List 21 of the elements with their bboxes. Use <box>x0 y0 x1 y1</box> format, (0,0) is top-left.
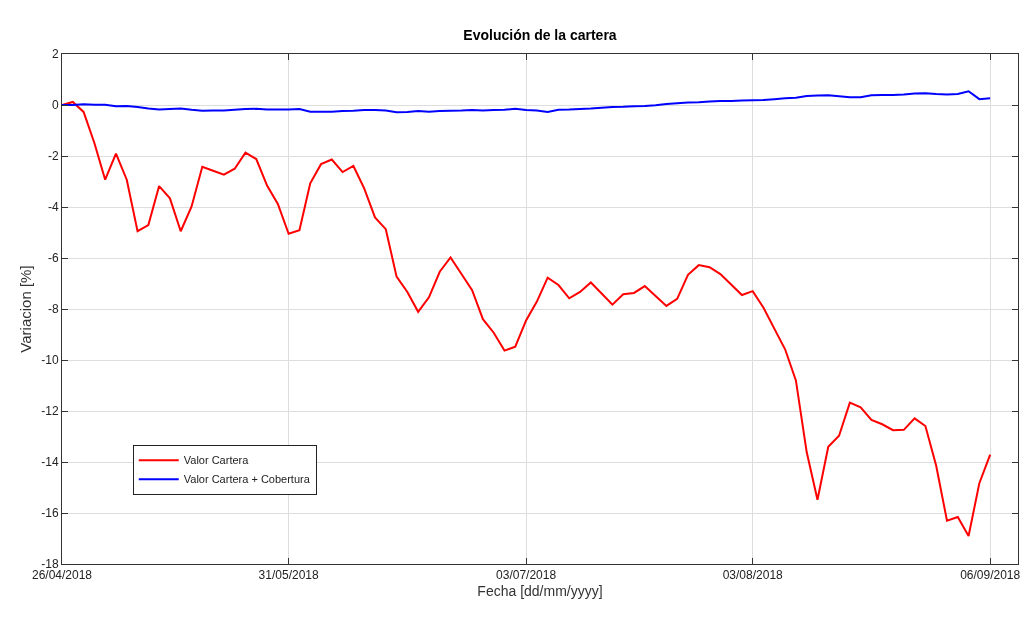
chart-title: Evolución de la cartera <box>463 27 617 43</box>
legend-label: Valor Cartera <box>183 454 250 467</box>
y-tick-label: -2 <box>47 149 59 164</box>
y-tick-label: -12 <box>41 404 59 419</box>
y-tick-label: -8 <box>47 302 59 317</box>
legend-label: Valor Cartera + Cobertura <box>183 473 311 486</box>
y-tick-label: -6 <box>47 251 59 266</box>
y-axis-title: Variacion [%] <box>16 265 34 353</box>
x-tick-label: 06/09/2018 <box>960 568 1021 583</box>
x-tick-label: 26/04/2018 <box>31 568 93 583</box>
line-series <box>62 100 992 537</box>
y-tick-label: -16 <box>41 506 59 521</box>
y-tick-label: 2 <box>51 47 59 62</box>
y-tick-label: -14 <box>41 455 59 470</box>
x-tick-label: 31/05/2018 <box>258 568 319 583</box>
x-tick-label: 03/08/2018 <box>722 568 784 583</box>
x-tick-label: 03/07/2018 <box>496 568 557 583</box>
y-tick-label: -4 <box>47 200 59 215</box>
y-tick-label: -10 <box>41 353 59 368</box>
x-axis-title: Fecha [dd/mm/yyyy] <box>477 582 603 599</box>
y-tick-label: 0 <box>51 98 59 113</box>
